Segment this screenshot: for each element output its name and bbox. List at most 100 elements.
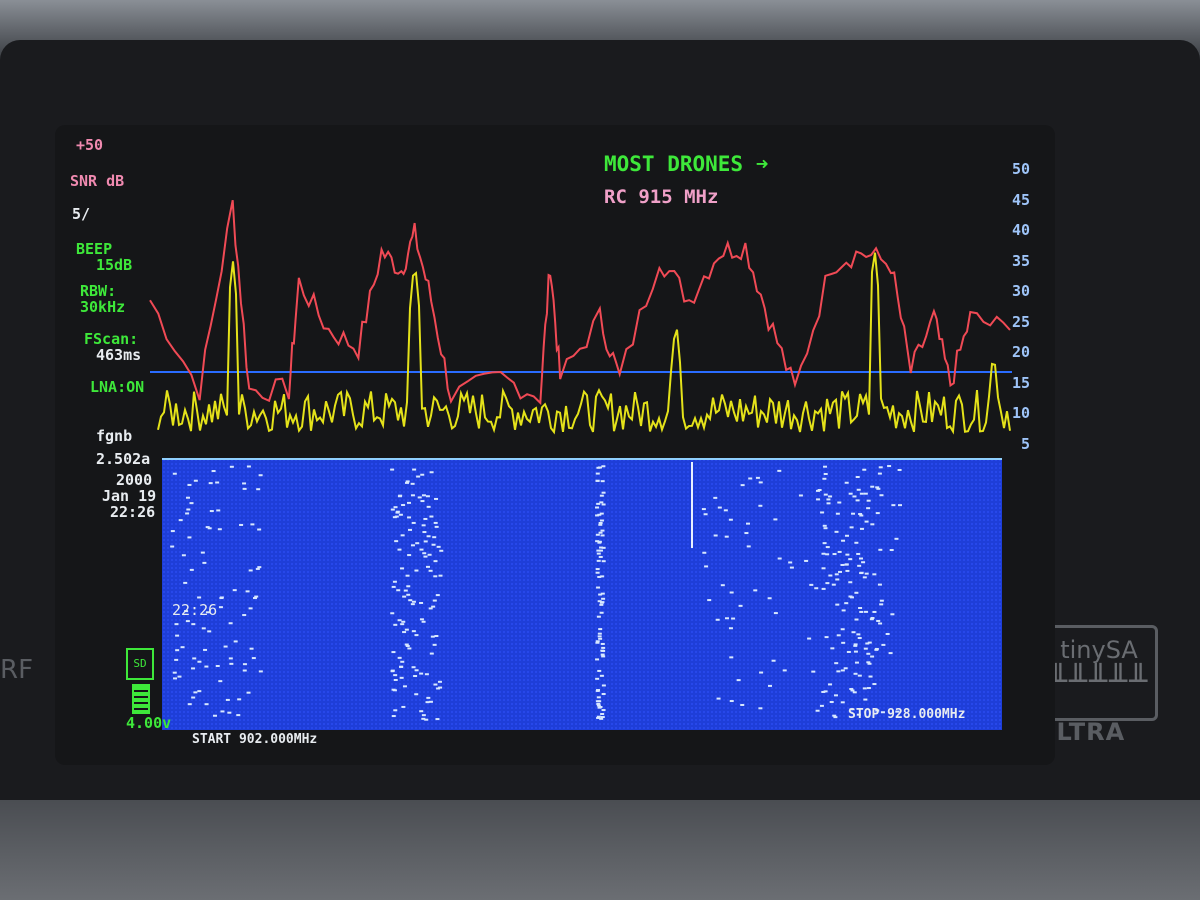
waterfall-signal-dot [437, 680, 442, 683]
waterfall-signal-dot [596, 552, 601, 555]
waterfall-signal-dot [599, 546, 604, 549]
preset-subtitle: RC 915 MHz [604, 186, 719, 208]
waterfall-signal-dot [889, 549, 894, 552]
waterfall-signal-dot [391, 688, 396, 691]
waterfall-signal-dot [595, 677, 600, 680]
waterfall-signal-dot [716, 697, 721, 700]
waterfall-signal-dot [885, 633, 890, 636]
waterfall-signal-dot [807, 637, 812, 640]
waterfall-signal-dot [825, 553, 830, 556]
waterfall-signal-dot [402, 595, 407, 598]
waterfall-signal-dot [825, 546, 830, 549]
waterfall-signal-dot [856, 488, 861, 491]
preset-menu-button[interactable]: MOST DRONES ➜ [604, 152, 769, 176]
waterfall-signal-dot [422, 552, 427, 555]
beep-label[interactable]: BEEP [76, 240, 113, 258]
waterfall-signal-dot [207, 630, 212, 633]
waterfall-signal-dot [758, 707, 763, 710]
waterfall-signal-dot [423, 517, 428, 520]
waterfall-signal-dot [599, 717, 604, 720]
waterfall-signal-dot [413, 675, 418, 678]
waterfall-signal-dot [773, 518, 778, 521]
waterfall-signal-dot [866, 652, 871, 655]
waterfall-signal-dot [175, 649, 180, 652]
waterfall-signal-dot [393, 623, 398, 626]
waterfall-signal-dot [867, 662, 872, 665]
waterfall-signal-dot [411, 666, 416, 669]
waterfall-signal-dot [595, 658, 600, 661]
waterfall-signal-dot [724, 535, 729, 538]
waterfall-signal-dot [173, 677, 178, 680]
waterfall-signal-dot [197, 596, 202, 599]
rf-port-label: RF [0, 655, 34, 685]
ref-level[interactable]: +50 [76, 136, 104, 154]
waterfall-signal-dot [432, 536, 437, 539]
waterfall-signal-dot [601, 546, 606, 549]
waterfall-signal-dot [844, 602, 849, 605]
waterfall-signal-dot [218, 606, 223, 609]
waterfall-signal-dot [408, 528, 413, 531]
waterfall-signal-dot [427, 553, 432, 556]
waterfall-signal-dot [404, 628, 409, 631]
waterfall-signal-dot [853, 643, 858, 646]
waterfall-signal-dot [876, 487, 881, 490]
waterfall-signal-dot [431, 543, 436, 546]
waterfall-signal-dot [174, 658, 179, 661]
waterfall-signal-dot [595, 514, 600, 517]
waterfall-signal-dot [848, 581, 853, 584]
waterfall-signal-dot [789, 566, 794, 569]
waterfall-signal-dot [864, 520, 869, 523]
waterfall-signal-dot [598, 523, 603, 526]
waterfall-signal-dot [834, 530, 839, 533]
waterfall-signal-dot [881, 643, 886, 646]
waterfall-signal-dot [251, 657, 256, 660]
waterfall-signal-dot [229, 662, 234, 665]
lna-status[interactable]: LNA:ON [90, 378, 145, 396]
sd-card-icon[interactable]: SD [126, 648, 154, 680]
waterfall-signal-dot [191, 623, 196, 626]
waterfall-signal-dot [390, 669, 395, 672]
waterfall-signal-dot [729, 656, 734, 659]
waterfall-signal-dot [845, 569, 850, 572]
waterfall-signal-dot [599, 512, 604, 515]
waterfall-signal-dot [740, 703, 745, 706]
fscan-label[interactable]: FScan: [84, 330, 139, 348]
start-frequency[interactable]: START 902.000MHz [192, 732, 318, 747]
waterfall-signal-dot [178, 519, 183, 522]
waterfall-signal-dot [601, 597, 606, 600]
waterfall-signal-dot [400, 660, 405, 663]
y-tick-label: 5 [1020, 434, 1030, 453]
waterfall-signal-dot [598, 637, 603, 640]
waterfall-signal-dot [225, 698, 230, 701]
waterfall-signal-dot [837, 550, 842, 553]
waterfall-signal-dot [804, 559, 809, 562]
waterfall-signal-dot [433, 560, 438, 563]
yellow-live-trace [157, 252, 1011, 435]
rbw-label[interactable]: RBW: [80, 282, 117, 300]
waterfall-signal-dot [598, 555, 603, 558]
rbw-value: 30kHz [80, 298, 126, 316]
waterfall-signal-dot [852, 691, 857, 694]
waterfall-signal-dot [875, 709, 880, 712]
scale-label[interactable]: 5/ [72, 205, 91, 223]
waterfall-signal-dot [599, 611, 604, 614]
waterfall-signal-dot [724, 617, 729, 620]
waterfall-signal-dot [432, 599, 437, 602]
waterfall-signal-dot [597, 513, 602, 516]
waterfall-signal-dot [830, 647, 835, 650]
red-snr-trace [149, 200, 1011, 406]
waterfall-signal-dot [707, 599, 712, 602]
waterfall-signal-dot [835, 578, 840, 581]
waterfall-signal-dot [755, 476, 760, 479]
waterfall-signal-dot [767, 597, 772, 600]
waterfall-signal-dot [400, 534, 405, 537]
waterfall-signal-dot [600, 529, 605, 532]
waterfall-signal-dot [598, 521, 603, 524]
waterfall-signal-dot [599, 519, 604, 522]
waterfall-signal-dot [432, 643, 437, 646]
waterfall-signal-dot [862, 687, 867, 690]
waterfall-signal-dot [824, 636, 829, 639]
stop-frequency[interactable]: STOP 928.000MHz [848, 707, 966, 722]
waterfall-signal-dot [823, 690, 828, 693]
waterfall-signal-dot [410, 482, 415, 485]
